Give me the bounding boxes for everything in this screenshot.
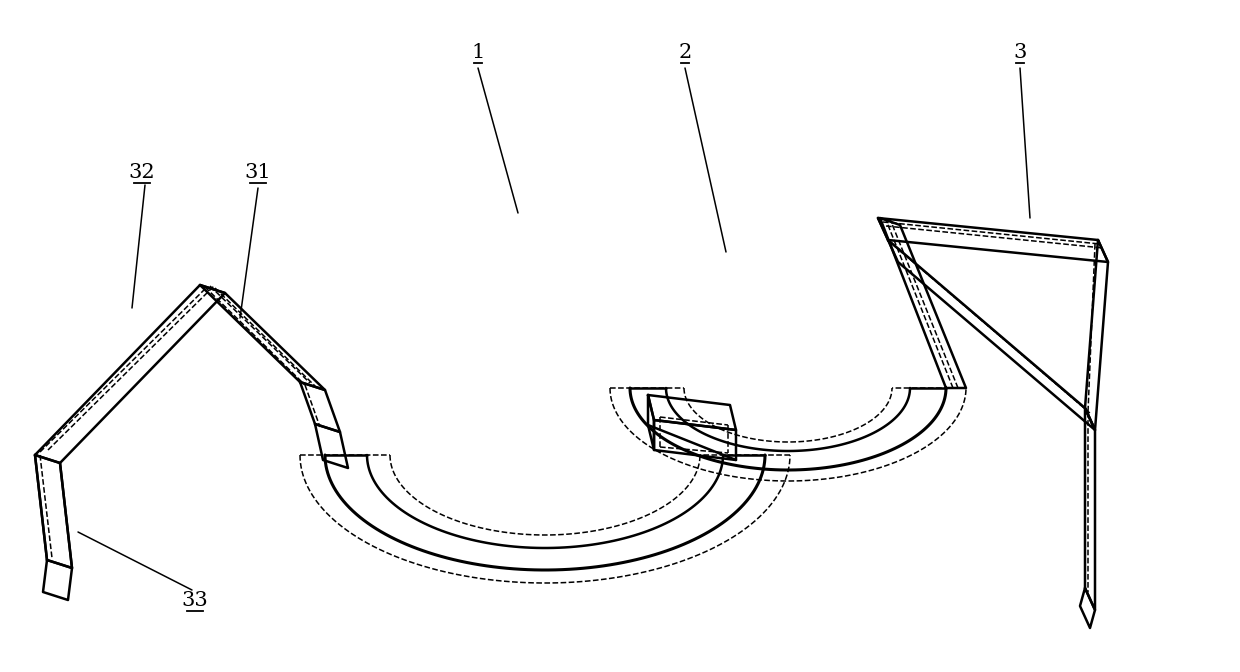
Text: 32: 32 <box>129 163 155 181</box>
Text: 33: 33 <box>181 591 208 610</box>
Text: 2: 2 <box>678 42 692 62</box>
Text: 1: 1 <box>471 42 485 62</box>
Text: 3: 3 <box>1013 42 1027 62</box>
Text: 31: 31 <box>244 163 272 181</box>
